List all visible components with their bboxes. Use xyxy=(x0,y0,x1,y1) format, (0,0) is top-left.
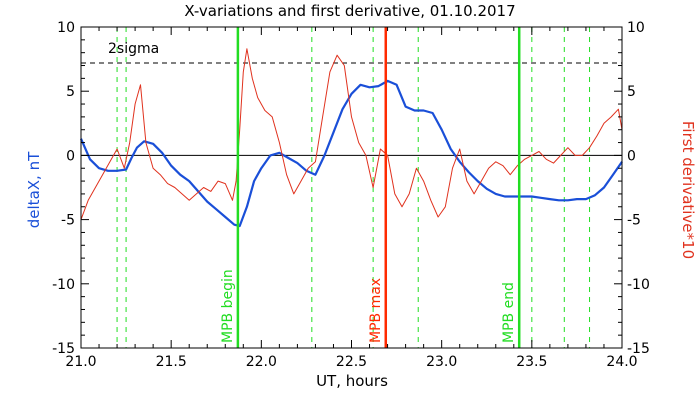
y-tick-label-right-1: 5 xyxy=(627,84,636,100)
y-tick-label-right-0: 10 xyxy=(627,20,645,36)
x-tick-label-1: 21.5 xyxy=(156,354,187,370)
y-tick-label-right-5: -15 xyxy=(627,341,650,357)
y-axis-left-label: deltaX, nT xyxy=(25,151,43,228)
y-tick-label-right-4: -10 xyxy=(627,277,650,293)
series-layer xyxy=(79,48,623,228)
plot-frame xyxy=(80,26,623,349)
x-tick-label-6: 24.0 xyxy=(606,354,637,370)
x-axis-label: UT, hours xyxy=(316,372,388,390)
chart-title: X-variations and first derivative, 01.10… xyxy=(184,2,515,20)
y-axis-right-label: First derivative*10 xyxy=(679,121,697,259)
x-tick-label-4: 23.0 xyxy=(426,354,457,370)
series-line-deltaX xyxy=(79,79,623,228)
y-tick-label-left-2: 0 xyxy=(66,148,75,164)
tick-layer: 21.0 21.5 22.0 22.5 23.0 23.5 24.0 10 10 5 5 0 0 -5 -5… xyxy=(52,20,650,370)
sigma-label: 2sigma xyxy=(108,41,159,57)
reference-lines xyxy=(81,27,622,348)
y-tick-label-right-2: 0 xyxy=(627,148,636,164)
x-tick-label-5: 23.5 xyxy=(516,354,547,370)
series-line-derivative xyxy=(80,48,623,220)
y-tick-label-left-1: 5 xyxy=(66,84,75,100)
y-tick-label-left-3: -5 xyxy=(61,213,75,229)
x-tick-label-3: 22.5 xyxy=(336,354,367,370)
y-tick-label-left-0: 10 xyxy=(57,20,75,36)
marker-label-1: MPB max xyxy=(368,278,384,343)
y-tick-label-right-3: -5 xyxy=(627,213,641,229)
marker-layer: MPB begin MPB max MPB end xyxy=(220,27,521,348)
marker-label-2: MPB end xyxy=(501,282,517,343)
y-tick-label-left-5: -15 xyxy=(52,341,75,357)
y-tick-label-left-4: -10 xyxy=(52,277,75,293)
x-tick-label-0: 21.0 xyxy=(65,354,96,370)
x-tick-label-2: 22.0 xyxy=(246,354,277,370)
marker-label-0: MPB begin xyxy=(220,269,236,343)
